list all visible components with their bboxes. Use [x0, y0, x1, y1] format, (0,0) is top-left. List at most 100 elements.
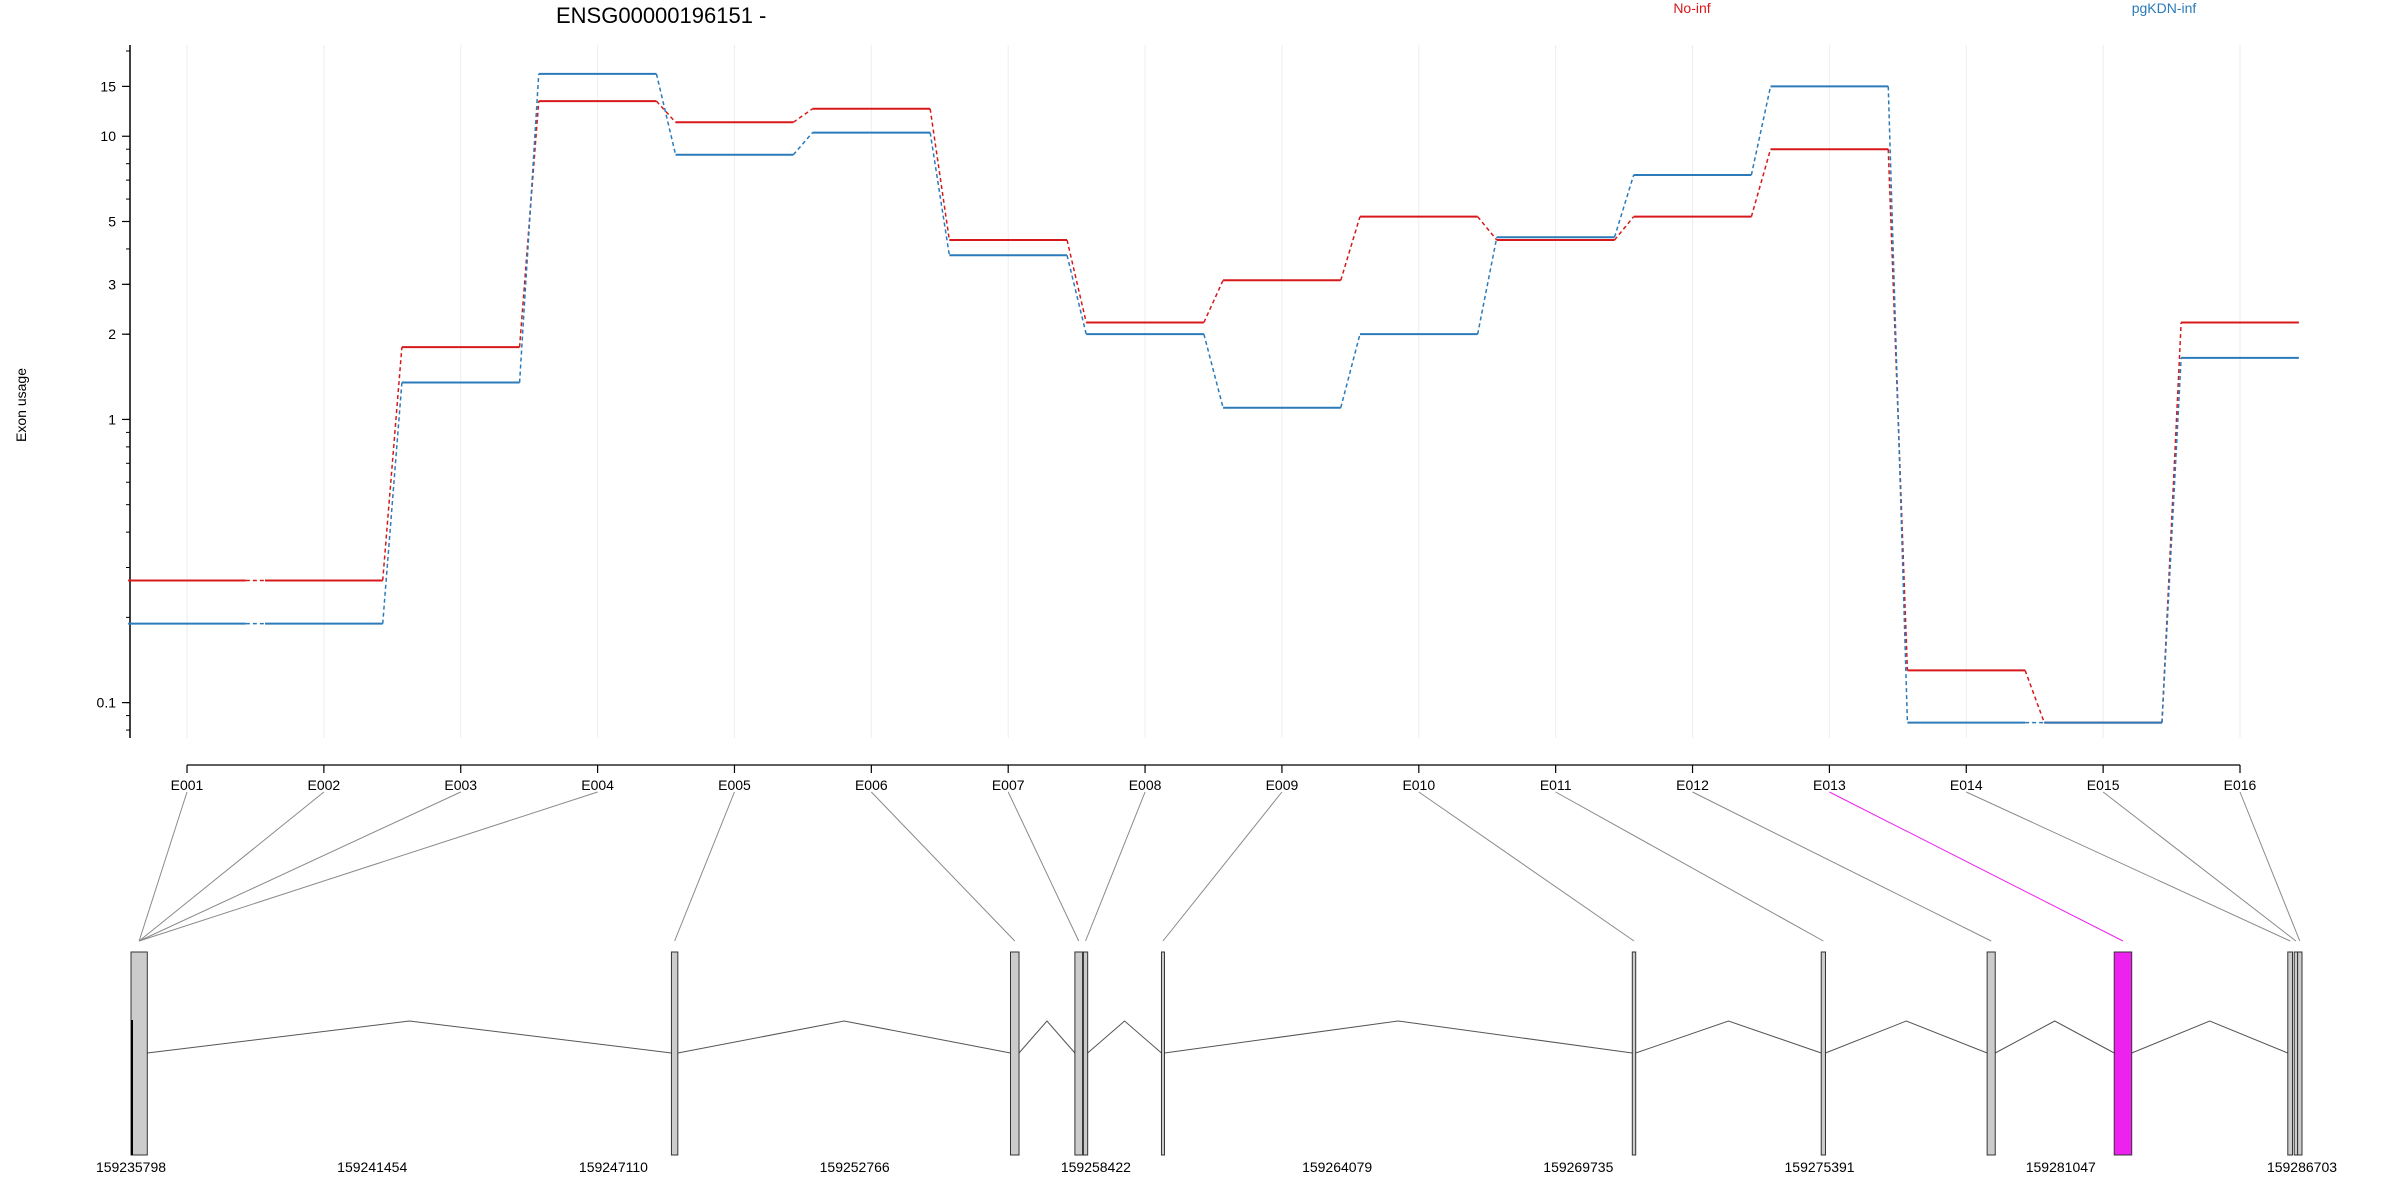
- x-tick-label: E004: [581, 777, 614, 793]
- legend-entry-pgkdn-inf: pgKDN-inf: [2132, 0, 2197, 16]
- exon-connector: [1007, 791, 1080, 942]
- exon-block: [1009, 951, 1020, 1156]
- intron-line: [2131, 1020, 2288, 1054]
- y-tick-label: 2: [108, 326, 116, 342]
- series-connector: [2161, 322, 2182, 723]
- intron-line: [1164, 1020, 1633, 1054]
- exon-block: [1631, 951, 1637, 1156]
- x-tick-label: E008: [1129, 777, 1162, 793]
- series-connector: [1477, 216, 1498, 241]
- exon-connector: [1829, 791, 2124, 942]
- y-tick-label: 0.1: [97, 695, 117, 711]
- exon-block: [2113, 951, 2133, 1156]
- exon-block: [1160, 951, 1165, 1156]
- exon-connector: [1085, 791, 1146, 942]
- series-connector: [1203, 333, 1224, 408]
- genomic-coordinate-label: 159264079: [1302, 1159, 1372, 1175]
- exon-block: [1074, 951, 1084, 1156]
- intron-line: [1635, 1020, 1822, 1054]
- y-tick-label: 1: [108, 411, 116, 427]
- series-connector: [655, 73, 677, 155]
- genomic-coordinate-label: 159275391: [1785, 1159, 1855, 1175]
- exon-connector: [1162, 791, 1283, 942]
- series-connector: [1340, 216, 1361, 281]
- exon-block: [130, 951, 148, 1156]
- genomic-coordinate-label: 159269735: [1543, 1159, 1613, 1175]
- series-pgkdn-inf: [128, 72, 2299, 724]
- x-tick-label: E014: [1950, 777, 1983, 793]
- series-connector: [655, 100, 677, 123]
- x-tick-label: E015: [2087, 777, 2120, 793]
- y-axis: 0.1 1 2 3 5 10 15: [97, 45, 131, 738]
- exon-connector: [138, 791, 598, 942]
- grid: [186, 45, 2241, 738]
- genomic-coordinate-label: 159286703: [2267, 1159, 2337, 1175]
- series-connector: [518, 73, 540, 383]
- series-layer: [128, 72, 2299, 724]
- series-connector: [1066, 239, 1087, 323]
- y-axis-label: Exon usage: [13, 368, 29, 442]
- x-tick-label: E016: [2224, 777, 2257, 793]
- series-connector: [1613, 174, 1635, 238]
- genomic-coordinate-label: 159235798: [96, 1159, 166, 1175]
- exon-connector: [138, 791, 461, 942]
- legend-entry-no-inf: No-inf: [1673, 0, 1710, 16]
- gene-model: 159235798 159241454 159247110 159252766 1592…: [96, 951, 2337, 1175]
- exon-connector: [1966, 791, 2291, 942]
- x-tick-label: E013: [1813, 777, 1846, 793]
- series-connector: [792, 108, 813, 123]
- intron-line: [677, 1020, 1011, 1054]
- y-tick-label: 5: [108, 213, 116, 229]
- exon-block: [670, 951, 679, 1156]
- exon-connector: [2239, 791, 2301, 942]
- series-connector: [792, 132, 814, 156]
- x-tick-label: E006: [855, 777, 888, 793]
- exon-connector: [1418, 791, 1635, 942]
- series-no-inf: [128, 100, 2299, 724]
- x-axis: E001 E002 E003 E004 E005 E006 E007 E008 E009 E010…: [171, 764, 2257, 793]
- x-tick-label: E012: [1676, 777, 1709, 793]
- series-connector: [1750, 86, 1772, 176]
- genomic-coordinate-label: 159247110: [579, 1159, 648, 1175]
- x-tick-label: E011: [1540, 777, 1572, 793]
- y-tick-label: 15: [100, 78, 116, 94]
- genomic-coordinate-label: 159281047: [2026, 1159, 2096, 1175]
- x-tick-label: E002: [308, 777, 341, 793]
- series-connector: [1476, 237, 1498, 335]
- exon-connector: [1555, 791, 1824, 942]
- intron-line: [1825, 1020, 1988, 1054]
- intron-line: [1018, 1020, 1076, 1054]
- intron-line: [1994, 1020, 2115, 1054]
- exon-block: [2293, 951, 2299, 1156]
- x-tick-label: E005: [718, 777, 751, 793]
- exon-block: [2287, 951, 2293, 1156]
- exon-block: [1082, 951, 1089, 1156]
- exon-block: [1986, 951, 1996, 1156]
- series-connector: [929, 132, 951, 256]
- genomic-coordinate-label: 159258422: [1061, 1159, 1131, 1175]
- exon-connector: [138, 791, 325, 942]
- series-connector: [2161, 357, 2182, 723]
- exon-connector: [138, 791, 188, 942]
- x-tick-label: E010: [1402, 777, 1435, 793]
- exon-connector: [1692, 791, 1992, 942]
- x-tick-label: E003: [444, 777, 477, 793]
- exon-block: [1820, 951, 1826, 1156]
- genomic-coordinate-label: 159241454: [337, 1159, 407, 1175]
- exon-connectors: [138, 791, 2301, 942]
- x-tick-label: E001: [171, 777, 204, 793]
- intron-line: [1087, 1020, 1162, 1054]
- series-connector: [1887, 86, 1909, 723]
- series-connector: [381, 347, 403, 581]
- series-connector: [1066, 255, 1087, 335]
- chart-title: ENSG00000196151 -: [556, 3, 766, 28]
- series-connector: [381, 382, 403, 624]
- y-tick-label: 3: [108, 276, 116, 292]
- series-connector: [1203, 279, 1224, 323]
- exon-connector: [674, 791, 735, 942]
- x-tick-label: E009: [1266, 777, 1299, 793]
- series-connector: [1750, 149, 1772, 217]
- series-connector: [1340, 333, 1361, 408]
- exon-connector: [2102, 791, 2297, 942]
- genomic-coordinate-label: 159252766: [820, 1159, 890, 1175]
